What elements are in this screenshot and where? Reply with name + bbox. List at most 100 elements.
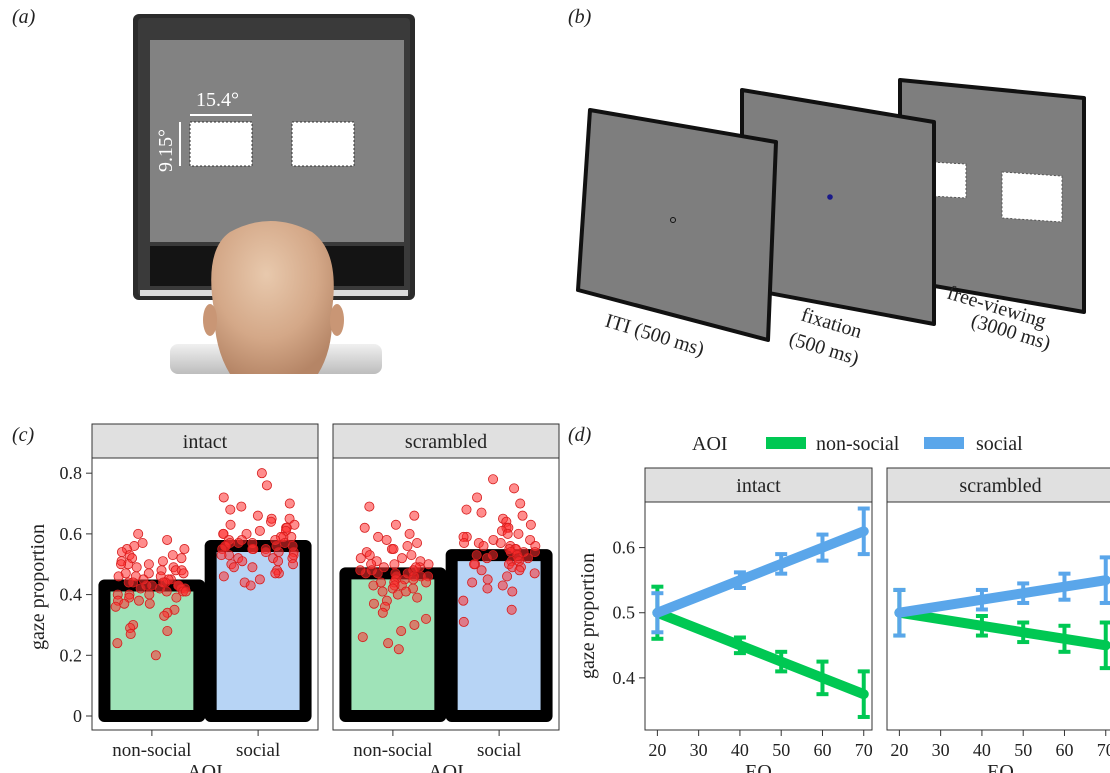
- chart-c-data-point: [529, 568, 540, 579]
- chart-c-data-point: [497, 580, 508, 591]
- chart-c-data-point: [159, 610, 170, 621]
- chart-c-data-point: [402, 541, 413, 552]
- chart-d-x-tick-label: 50: [772, 740, 790, 760]
- chart-d-x-tick-label: 30: [690, 740, 708, 760]
- chart-c-data-point: [482, 583, 493, 594]
- chart-c-data-point: [513, 528, 524, 539]
- chart-c-y-tick-label: 0: [73, 706, 82, 726]
- chart-c-data-point: [266, 516, 277, 527]
- chart-c-data-point: [218, 528, 229, 539]
- chart-c-data-point: [495, 537, 506, 548]
- chart-c-data-point: [178, 568, 189, 579]
- chart-c-y-tick-label: 0.4: [60, 585, 83, 605]
- chart-c-data-point: [125, 629, 136, 640]
- chart-c-data-point: [404, 528, 415, 539]
- chart-d-x-tick-label: 50: [1014, 740, 1032, 760]
- chart-d-y-tick-label: 0.5: [613, 603, 636, 623]
- monitor: [133, 14, 415, 300]
- chart-c-data-point: [502, 571, 513, 582]
- chart-c-y-axis-label: gaze proportion: [27, 524, 49, 650]
- chart-c-data-point: [412, 592, 423, 603]
- screen-iti: [576, 108, 778, 342]
- viewer-head: [203, 221, 344, 374]
- chart-d-y-axis-label: gaze proportion: [577, 553, 599, 679]
- chart-c-data-point: [412, 537, 423, 548]
- chart-c-data-point: [179, 544, 190, 555]
- chart-c-data-point: [467, 577, 478, 588]
- chart-c-data-point: [247, 562, 258, 573]
- chart-d-x-axis-label: EQ: [987, 761, 1014, 773]
- iti-circle: [670, 217, 676, 223]
- chart-c-data-point: [476, 507, 487, 518]
- chart-c-facet-strip: [91, 423, 319, 459]
- free-viewing-right-image: [1001, 171, 1063, 223]
- left-image-area: [189, 121, 253, 167]
- chart-c-data-point: [364, 501, 375, 512]
- chart-c-data-point: [176, 553, 187, 564]
- chart-c-x-tick-label: non-social: [112, 740, 191, 761]
- chart-c-data-point: [162, 626, 173, 637]
- chart-c-data-point: [396, 626, 407, 637]
- chart-c-data-point: [150, 650, 161, 661]
- chart-c-data-point: [458, 616, 469, 627]
- panel-a-label: (a): [12, 6, 36, 28]
- chart-c-facet-strip: [332, 423, 560, 459]
- chart-c-y-tick-label: 0.2: [60, 645, 83, 665]
- chart-c-data-point: [161, 586, 172, 597]
- chart-c-data-point: [133, 528, 144, 539]
- chart-c-data-point: [288, 559, 299, 570]
- chart-c-data-point: [135, 583, 146, 594]
- panel-d-label: (d): [568, 424, 592, 446]
- chart-d-facet-label: scrambled: [959, 475, 1041, 497]
- chart-c-data-point: [506, 604, 517, 615]
- chart-c-data-point: [529, 547, 540, 558]
- fixation-dot: [827, 194, 833, 200]
- chart-d-legend-title: AOI: [692, 433, 728, 455]
- chart-d-x-tick-label: 30: [932, 740, 950, 760]
- chart-c-data-point: [133, 595, 144, 606]
- chart-d-y-tick-label: 0.6: [613, 538, 636, 558]
- panel-c-label: (c): [12, 424, 35, 446]
- chart-c-data-point: [383, 638, 394, 649]
- chart-c-data-point: [515, 498, 526, 509]
- chart-c-x-axis-label: AOI: [187, 761, 223, 773]
- chart-c-data-point: [458, 595, 469, 606]
- chart-c-x-tick-label: social: [236, 740, 280, 761]
- chart-c-data-point: [472, 492, 483, 503]
- chart-c-data-point: [237, 556, 248, 567]
- chart-c-data-point: [423, 559, 434, 570]
- chart-c-data-point: [488, 474, 499, 485]
- chart-c-data-point: [144, 598, 155, 609]
- chart-c-data-point: [406, 550, 417, 561]
- chart-c-data-point: [254, 574, 265, 585]
- chart-c-data-point: [171, 592, 182, 603]
- chart-c-data-point: [409, 510, 420, 521]
- chart-c-facet-label: scrambled: [405, 431, 487, 453]
- chart-c-data-point: [357, 632, 368, 643]
- chart-c-data-point: [167, 550, 178, 561]
- chart-c-data-point: [396, 553, 407, 564]
- chart-c-x-axis-label: AOI: [428, 761, 464, 773]
- chart-c-data-point: [254, 525, 265, 536]
- chart-c-data-point: [525, 519, 536, 530]
- chart-c-data-point: [116, 559, 127, 570]
- height-label: 9.15°: [155, 129, 177, 172]
- chart-c-data-point: [476, 565, 487, 576]
- chart-c-data-point: [421, 613, 432, 624]
- chart-c-data-point: [409, 619, 420, 630]
- chart-d-legend-label-non-social: non-social: [816, 433, 900, 455]
- chart-c-data-point: [261, 480, 272, 491]
- chart-c-data-point: [509, 483, 520, 494]
- chart-c-data-point: [180, 586, 191, 597]
- chart-c-y-tick-label: 0.6: [60, 524, 83, 544]
- chart-c-data-point: [355, 553, 366, 564]
- chart-d-x-tick-label: 20: [648, 740, 666, 760]
- chart-c-data-point: [377, 586, 388, 597]
- chart-c-data-point: [517, 510, 528, 521]
- chart-c-data-point: [284, 498, 295, 509]
- width-label: 15.4°: [196, 89, 239, 111]
- chart-c-data-point: [381, 534, 392, 545]
